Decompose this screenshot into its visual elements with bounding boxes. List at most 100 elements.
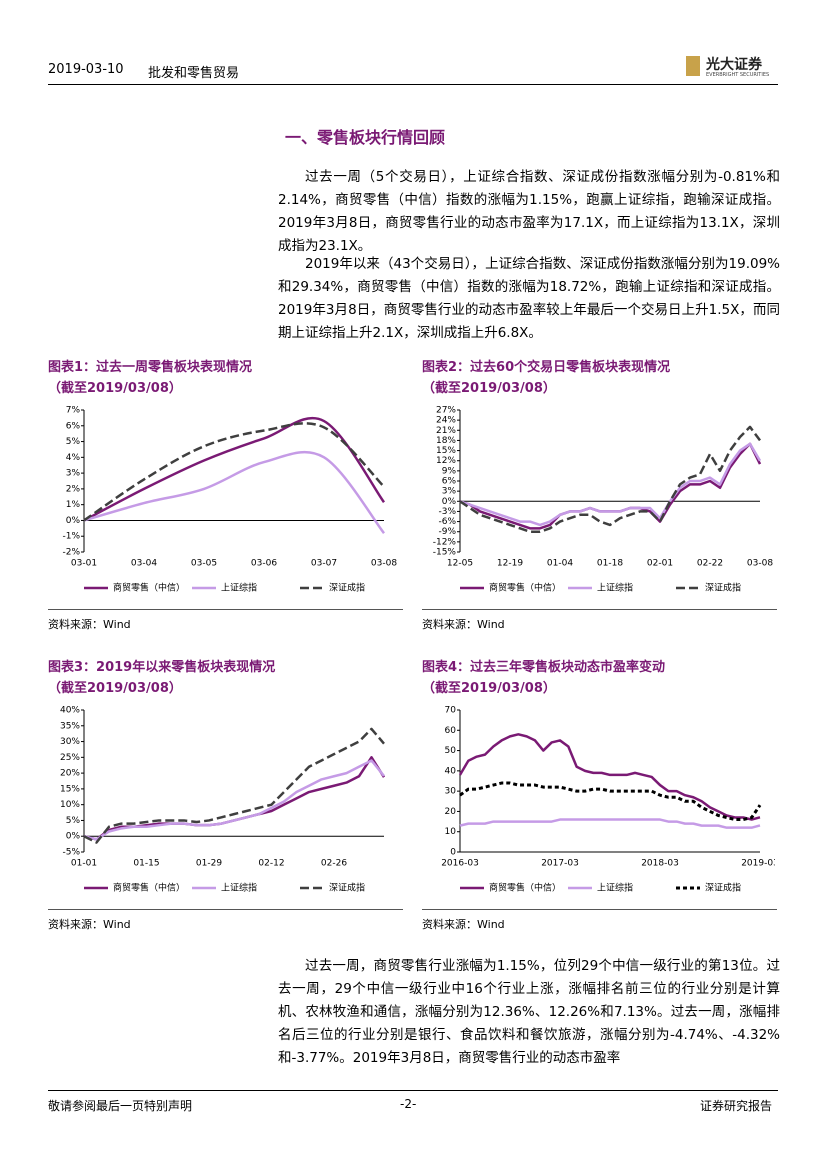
y-tick-label: -15% (433, 548, 457, 558)
legend-label: 上证综指 (597, 882, 633, 894)
y-tick-label: 18% (436, 436, 456, 446)
y-tick-label: 70 (445, 706, 457, 716)
paragraph: 2019年以来（43个交易日），上证综合指数、深证成份指数涨幅分别为19.09%… (278, 256, 780, 341)
figure-source: 资料来源：Wind (422, 618, 505, 631)
y-tick-label: 1% (66, 500, 81, 510)
figure-subtitle: （截至2019/03/08） (48, 381, 182, 396)
series-line (83, 759, 385, 841)
y-tick-label: 50 (445, 746, 457, 756)
y-tick-label: 0% (66, 832, 81, 842)
y-tick-label: 20 (445, 807, 457, 817)
y-tick-label: 60 (445, 726, 457, 736)
y-tick-label: 7% (66, 406, 81, 416)
footer-label: 证券研究报告 (700, 1099, 773, 1113)
legend-label: 深证成指 (329, 582, 365, 594)
y-tick-label: 30 (445, 787, 457, 797)
figure-source: 资料来源：Wind (422, 918, 505, 931)
y-tick-label: -12% (433, 537, 457, 547)
x-tick-label: 2016-03 (441, 859, 479, 869)
chart: 0 10 20 30 40 50 60 70 2016-03 2017-03 2018-03 2019… (441, 706, 775, 894)
figure-title: 图表3：2019年以来零售板块表现情况 (48, 660, 276, 675)
chart: -15%-12%-9%-6%-3%0%3%6%9%12%15%18%21%24%… (433, 406, 774, 594)
y-tick-label: 3% (66, 469, 81, 479)
figure-rule (422, 609, 777, 610)
series-line (459, 781, 762, 822)
y-tick-label: 12% (436, 456, 456, 466)
page-number: -2- (400, 1097, 417, 1111)
x-tick-label: 03-06 (251, 559, 277, 569)
y-tick-label: 0 (450, 848, 456, 858)
figure-subtitle: （截至2019/03/08） (48, 681, 182, 696)
logo-en: EVERBRIGHT SECURITIES (706, 72, 770, 78)
industry: 批发和零售贸易 (148, 66, 240, 81)
legend-label: 商贸零售（中信） (489, 582, 561, 594)
y-tick-label: 6% (66, 421, 81, 431)
y-tick-label: 10% (60, 800, 80, 810)
y-tick-label: 2% (66, 484, 81, 494)
y-tick-label: 35% (60, 721, 80, 731)
x-tick-label: 03-08 (747, 559, 773, 569)
figure-title: 图表4：过去三年零售板块动态市盈率变动 (422, 660, 666, 675)
figure-source: 资料来源：Wind (48, 918, 131, 931)
legend-label: 商贸零售（中信） (113, 582, 185, 594)
figure-source: 资料来源：Wind (48, 618, 131, 631)
y-tick-label: -9% (438, 527, 456, 537)
footer-disclaimer: 敬请参阅最后一页特别声明 (48, 1099, 193, 1113)
x-tick-label: 03-05 (191, 559, 217, 569)
legend-label: 上证综指 (597, 582, 633, 594)
y-tick-label: -5% (62, 848, 80, 858)
y-tick-label: 6% (442, 477, 457, 487)
x-tick-label: 01-18 (597, 559, 623, 569)
y-tick-label: 3% (442, 487, 457, 497)
y-tick-label: 5% (66, 816, 81, 826)
x-tick-label: 03-08 (371, 559, 397, 569)
x-tick-label: 2017-03 (541, 859, 579, 869)
figure-rule (48, 609, 403, 610)
x-tick-label: 03-04 (131, 559, 157, 569)
x-tick-label: 02-01 (647, 559, 673, 569)
x-tick-label: 12-05 (447, 559, 473, 569)
report-date: 2019-03-10 (48, 62, 124, 77)
y-tick-label: -2% (62, 548, 80, 558)
series-line (459, 425, 762, 533)
y-tick-label: 15% (60, 784, 80, 794)
paragraph: 过去一周，商贸零售行业涨幅为1.15%，位列29个中信一级行业的第13位。过去一… (278, 958, 780, 1066)
section-title: 一、零售板块行情回顾 (285, 128, 446, 147)
y-tick-label: 15% (436, 446, 456, 456)
x-tick-label: 12-19 (497, 559, 523, 569)
series-line (459, 442, 762, 527)
figure-title: 图表1：过去一周零售板块表现情况 (48, 360, 253, 375)
figure-rule (422, 909, 777, 910)
y-tick-label: 4% (66, 453, 81, 463)
chart: -2% -1% 0% 1% 2% 3% 4% 5% 6% 7% 03-01 03-04 03-05 03-… (62, 406, 397, 594)
y-tick-label: 25% (60, 753, 80, 763)
legend-label: 上证综指 (221, 882, 257, 894)
legend-label: 商贸零售（中信） (489, 882, 561, 894)
figure-subtitle: （截至2019/03/08） (422, 681, 556, 696)
legend-label: 商贸零售（中信） (113, 882, 185, 894)
figure-subtitle: （截至2019/03/08） (422, 381, 556, 396)
y-tick-label: 0% (66, 516, 81, 526)
series-line (83, 450, 385, 534)
figure-title: 图表2：过去60个交易日零售板块表现情况 (422, 360, 671, 375)
y-tick-label: -1% (62, 532, 80, 542)
series-line (83, 727, 385, 844)
legend-label: 上证综指 (221, 582, 257, 594)
x-tick-label: 03-07 (311, 559, 337, 569)
x-tick-label: 02-22 (697, 559, 723, 569)
x-tick-label: 02-12 (258, 859, 284, 869)
y-tick-label: -3% (438, 507, 456, 517)
logo-cn: 光大证券 (706, 57, 762, 73)
y-tick-label: 21% (436, 426, 456, 436)
y-tick-label: 27% (436, 406, 456, 416)
y-tick-label: 20% (60, 769, 80, 779)
series-line (458, 733, 761, 821)
legend-label: 深证成指 (705, 582, 741, 594)
y-tick-label: 30% (60, 737, 80, 747)
x-tick-label: 01-29 (196, 859, 222, 869)
y-tick-label: 9% (442, 466, 457, 476)
figure-rule (48, 909, 403, 910)
y-tick-label: 0% (442, 497, 457, 507)
y-tick-label: 40 (445, 766, 457, 776)
chart: -5% 0% 5% 10% 15% 20% 25% 30% 35% 40% 01-01 01-15 01… (60, 706, 386, 894)
